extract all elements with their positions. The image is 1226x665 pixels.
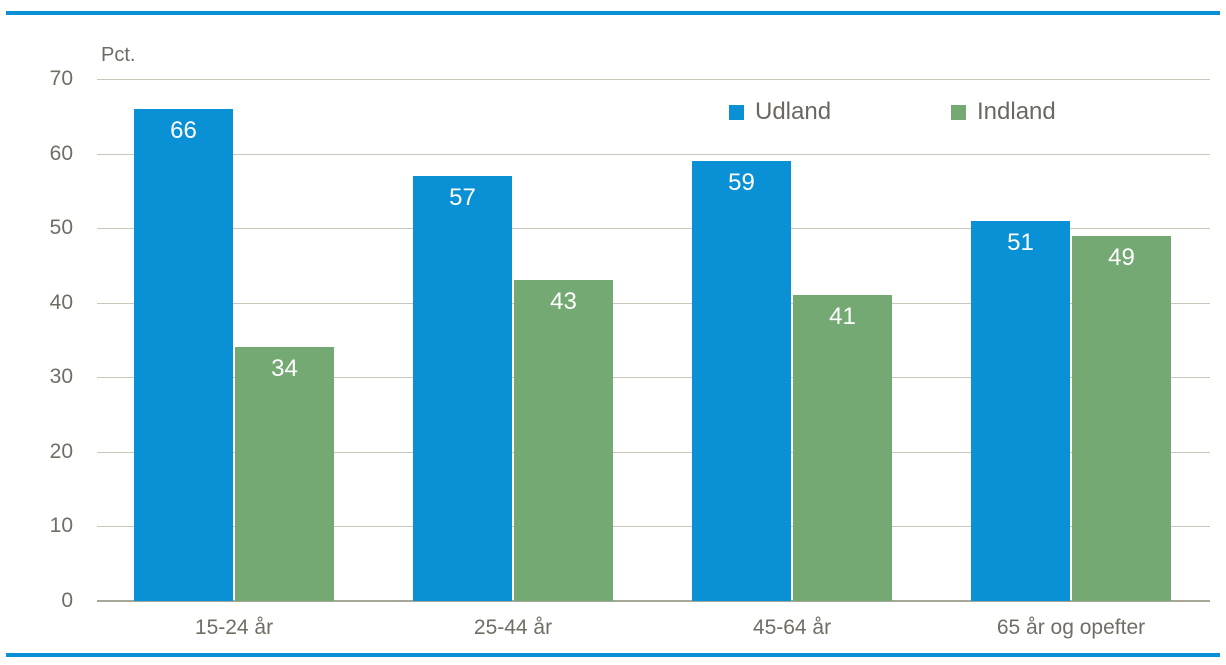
x-axis-label-1: 15-24 år	[194, 616, 274, 639]
bar-value-label: 66	[170, 117, 197, 144]
top-accent-rule	[6, 11, 1220, 15]
y-tick-label-0: 0	[61, 589, 73, 612]
legend-swatch-udland	[729, 104, 744, 120]
y-tick-label-70: 70	[49, 67, 73, 90]
bar-indland-1	[235, 347, 334, 601]
y-tick-label-20: 20	[49, 440, 73, 463]
gridline-60	[97, 154, 1210, 155]
legend-label: Udland	[755, 98, 832, 125]
bar-udland-3	[692, 161, 791, 601]
y-tick-label-50: 50	[49, 216, 73, 239]
bar-udland-1	[134, 109, 233, 601]
bar-value-label: 59	[728, 169, 755, 196]
gridline-50	[97, 228, 1210, 229]
bar-value-label: 43	[550, 288, 577, 315]
gridline-10	[97, 526, 1210, 527]
legend-item-indland: Indland	[951, 98, 1056, 125]
y-axis-unit-label: Pct.	[101, 44, 136, 66]
bar-udland-2	[413, 176, 512, 601]
bar-indland-4	[1072, 236, 1171, 601]
x-axis-label-2: 25-44 år	[473, 616, 553, 639]
bar-value-label: 41	[829, 303, 856, 330]
y-tick-label-40: 40	[49, 291, 73, 314]
bar-indland-3	[793, 295, 892, 601]
bottom-accent-rule	[6, 653, 1220, 657]
y-tick-label-60: 60	[49, 142, 73, 165]
bar-indland-2	[514, 280, 613, 601]
y-tick-label-30: 30	[49, 365, 73, 388]
bar-udland-4	[971, 221, 1070, 601]
gridline-70	[97, 79, 1210, 80]
bar-value-label: 51	[1007, 229, 1034, 256]
bar-value-label: 34	[271, 355, 298, 382]
gridline-20	[97, 452, 1210, 453]
legend-item-udland: Udland	[729, 98, 832, 125]
x-axis-line	[97, 600, 1210, 602]
gridline-40	[97, 303, 1210, 304]
x-axis-label-3: 45-64 år	[752, 616, 832, 639]
x-axis-label-4: 65 år og opefter	[996, 616, 1146, 639]
legend-swatch-indland	[951, 104, 966, 120]
y-tick-label-10: 10	[49, 514, 73, 537]
bar-value-label: 49	[1108, 244, 1135, 271]
legend-label: Indland	[977, 98, 1056, 125]
bar-value-label: 57	[449, 184, 476, 211]
gridline-30	[97, 377, 1210, 378]
